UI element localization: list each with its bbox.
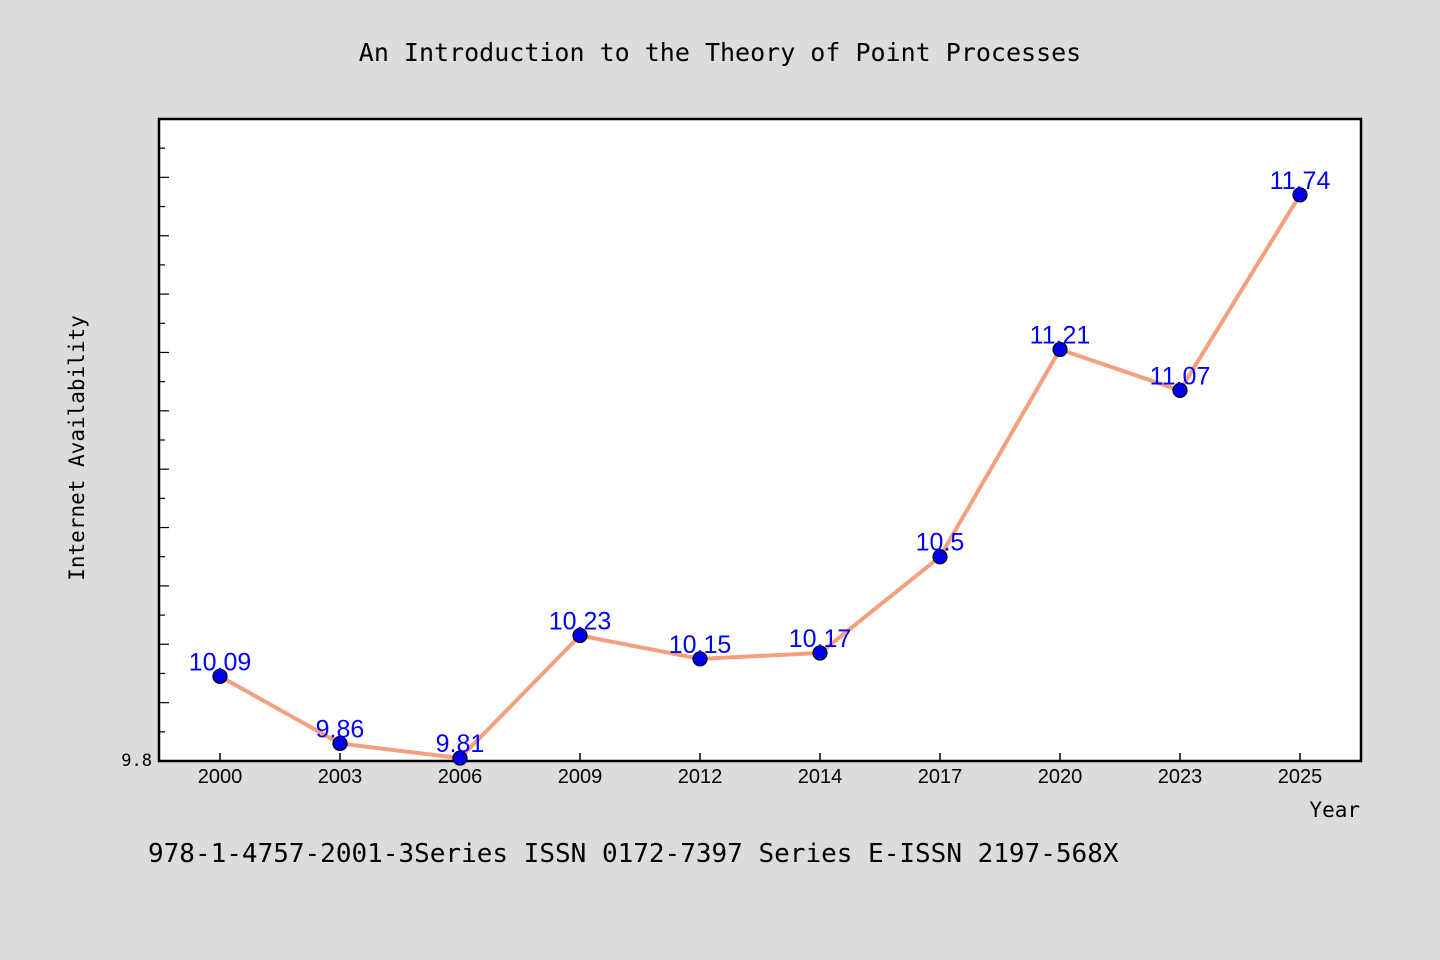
- data-label: 10.23: [549, 608, 612, 636]
- y-axis-ticks: [159, 147, 169, 762]
- chart-title: An Introduction to the Theory of Point P…: [359, 38, 1081, 67]
- data-label: 9.86: [316, 715, 365, 743]
- data-point: [572, 627, 588, 644]
- x-tick-label: 2020: [1038, 766, 1083, 788]
- data-point: [1292, 187, 1308, 203]
- x-tick-label: 2009: [558, 766, 603, 788]
- footer-note: 978-1-4757-2001-3Series ISSN 0172-7397 S…: [148, 839, 1119, 869]
- x-tick-label: 2017: [918, 766, 963, 788]
- data-point: [1052, 341, 1068, 358]
- data-points: [212, 187, 1308, 766]
- data-label: 10.09: [189, 648, 252, 676]
- x-tick-label: 2006: [438, 766, 483, 788]
- data-label: 10.15: [669, 631, 732, 659]
- plot-area: [157, 117, 1363, 763]
- data-point: [452, 750, 468, 766]
- y-tick-label: 9.8: [121, 751, 152, 771]
- data-label: 11.74: [1270, 167, 1331, 195]
- x-axis-label: Year: [1309, 798, 1360, 822]
- data-label: 9.81: [436, 730, 485, 758]
- x-tick-label: 2014: [798, 766, 843, 788]
- data-labels: 10.09 9.86 9.81 10.23 10.15 10.17 10.5 11.21 11.…: [189, 167, 1331, 758]
- data-point: [812, 645, 828, 661]
- y-axis-label: Internet Availability: [65, 315, 89, 581]
- x-tick-label: 2012: [678, 766, 723, 788]
- data-point: [932, 549, 948, 565]
- x-tick-label: 2000: [198, 766, 243, 788]
- x-tick-label: 2023: [1158, 766, 1203, 788]
- x-tick-label: 2025: [1278, 766, 1323, 788]
- series-line-group: [218, 192, 1302, 761]
- data-point: [692, 651, 708, 667]
- data-point: [332, 735, 348, 752]
- x-axis-ticks: 2000 2003 2006 2009 2012 2014 2017 2020 2023 2025: [198, 753, 1323, 788]
- data-label: 10.17: [789, 625, 852, 653]
- data-label: 11.07: [1150, 362, 1211, 390]
- x-tick-label: 2003: [318, 766, 363, 788]
- data-label: 11.21: [1030, 322, 1091, 350]
- series-line: [218, 192, 1302, 761]
- data-point: [1172, 382, 1188, 398]
- data-label: 10.5: [916, 529, 965, 557]
- data-point: [212, 668, 228, 684]
